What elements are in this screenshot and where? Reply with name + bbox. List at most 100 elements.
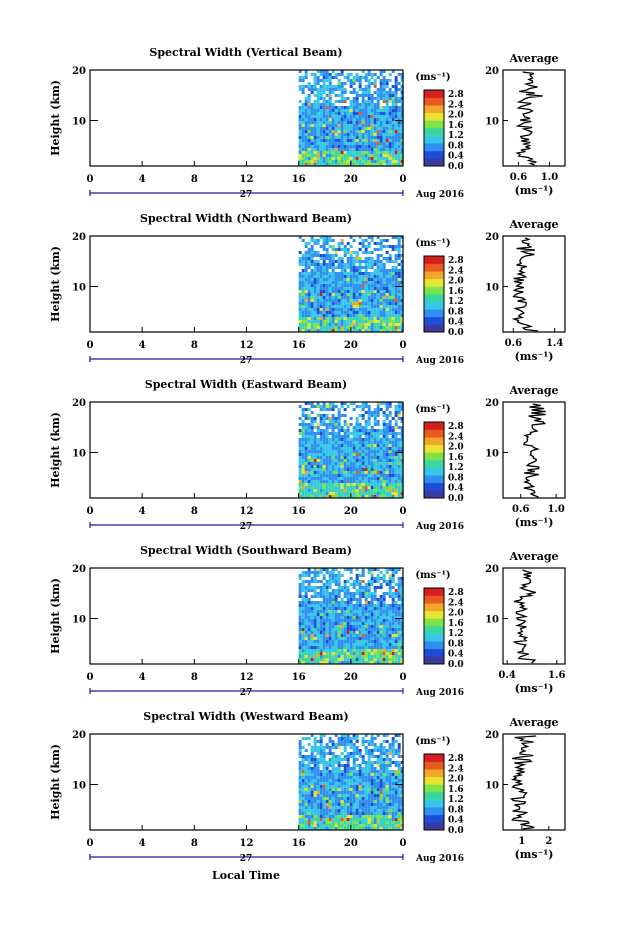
heatmap-cell — [374, 109, 377, 112]
heatmap-cell — [350, 746, 353, 749]
heatmap-cell — [350, 486, 353, 489]
heatmap-cell — [350, 85, 353, 88]
heatmap-cell — [380, 779, 383, 782]
colorbar-tick-label: 2.8 — [448, 422, 464, 432]
heatmap-cell — [329, 154, 332, 157]
heatmap-cell — [299, 311, 302, 314]
heatmap-cell — [311, 459, 314, 462]
heatmap-cell — [386, 154, 389, 157]
heatmap-cell — [371, 320, 374, 323]
heatmap-cell — [302, 317, 305, 320]
heatmap-cell — [365, 794, 368, 797]
heatmap-cell — [326, 290, 329, 293]
heatmap-cell — [395, 317, 398, 320]
heatmap-cell — [335, 441, 338, 444]
heatmap-cell — [365, 103, 368, 106]
heatmap-cell — [344, 646, 347, 649]
heatmap-cell — [365, 785, 368, 788]
heatmap-cell — [353, 637, 356, 640]
heatmap-cell — [308, 254, 311, 257]
heatmap-cell — [368, 658, 371, 661]
heatmap-cell — [317, 607, 320, 610]
heatmap-cell — [362, 242, 365, 245]
heatmap-cell — [374, 616, 377, 619]
heatmap-cell — [335, 806, 338, 809]
heatmap-cell — [326, 580, 329, 583]
heatmap-cell — [377, 281, 380, 284]
heatmap-cell — [299, 577, 302, 580]
heatmap-cell — [314, 275, 317, 278]
heatmap-cell — [332, 776, 335, 779]
heatmap-cell — [359, 616, 362, 619]
heatmap-cell — [386, 625, 389, 628]
heatmap-cell — [383, 287, 386, 290]
heatmap-cell — [299, 275, 302, 278]
heatmap-cell — [302, 803, 305, 806]
heatmap-cell — [383, 776, 386, 779]
heatmap-cell — [326, 767, 329, 770]
heatmap-cell — [362, 477, 365, 480]
heatmap-cell — [338, 483, 341, 486]
heatmap-cell — [302, 420, 305, 423]
heatmap-cell — [350, 91, 353, 94]
heatmap-cell — [344, 320, 347, 323]
heatmap-cell — [341, 764, 344, 767]
heatmap-cell — [350, 610, 353, 613]
heatmap-cell — [335, 758, 338, 761]
heatmap-cell — [344, 589, 347, 592]
heatmap-cell — [356, 782, 359, 785]
heatmap-cell — [326, 616, 329, 619]
heatmap-cell — [368, 764, 371, 767]
heatmap-cell — [323, 607, 326, 610]
heatmap-cell — [350, 254, 353, 257]
heatmap-cell — [299, 619, 302, 622]
heatmap-cell — [326, 764, 329, 767]
heatmap-cell — [374, 770, 377, 773]
heatmap-cell — [398, 254, 401, 257]
heatmap-cell — [332, 444, 335, 447]
heatmap-cell — [386, 447, 389, 450]
heatmap-cell — [329, 97, 332, 100]
heatmap-cell — [326, 441, 329, 444]
heatmap-cell — [302, 652, 305, 655]
heatmap-cell — [368, 821, 371, 824]
heatmap-cell — [392, 658, 395, 661]
heatmap-cell — [359, 764, 362, 767]
heatmap-cell — [356, 447, 359, 450]
heatmap-cell — [383, 607, 386, 610]
heatmap-cell — [338, 151, 341, 154]
x-tick-label: 0 — [400, 506, 407, 517]
heatmap-cell — [365, 610, 368, 613]
heatmap-cell — [359, 305, 362, 308]
heatmap-cell — [311, 290, 314, 293]
heatmap-cell — [335, 450, 338, 453]
heatmap-cell — [335, 115, 338, 118]
heatmap-cell — [383, 595, 386, 598]
heatmap-cell — [308, 148, 311, 151]
heatmap-cell — [389, 465, 392, 468]
heatmap-cell — [320, 272, 323, 275]
heatmap-cell — [314, 432, 317, 435]
heatmap-cell — [368, 459, 371, 462]
panel-title: Spectral Width (Westward Beam) — [143, 710, 348, 723]
heatmap-cell — [386, 278, 389, 281]
heatmap-cell — [338, 637, 341, 640]
heatmap-cell — [383, 423, 386, 426]
heatmap-cell — [353, 779, 356, 782]
heatmap-cell — [365, 480, 368, 483]
heatmap-cell — [386, 803, 389, 806]
heatmap-cell — [329, 444, 332, 447]
heatmap-cell — [389, 604, 392, 607]
heatmap-cell — [383, 758, 386, 761]
heatmap-cell — [308, 326, 311, 329]
heatmap-cell — [347, 127, 350, 130]
colorbar-segment — [424, 264, 444, 272]
heatmap-cell — [329, 586, 332, 589]
heatmap-cell — [344, 145, 347, 148]
heatmap-cell — [398, 314, 401, 317]
heatmap-cell — [317, 275, 320, 278]
heatmap-cell — [302, 148, 305, 151]
heatmap-cell — [335, 284, 338, 287]
heatmap-cell — [305, 115, 308, 118]
heatmap-cell — [389, 459, 392, 462]
